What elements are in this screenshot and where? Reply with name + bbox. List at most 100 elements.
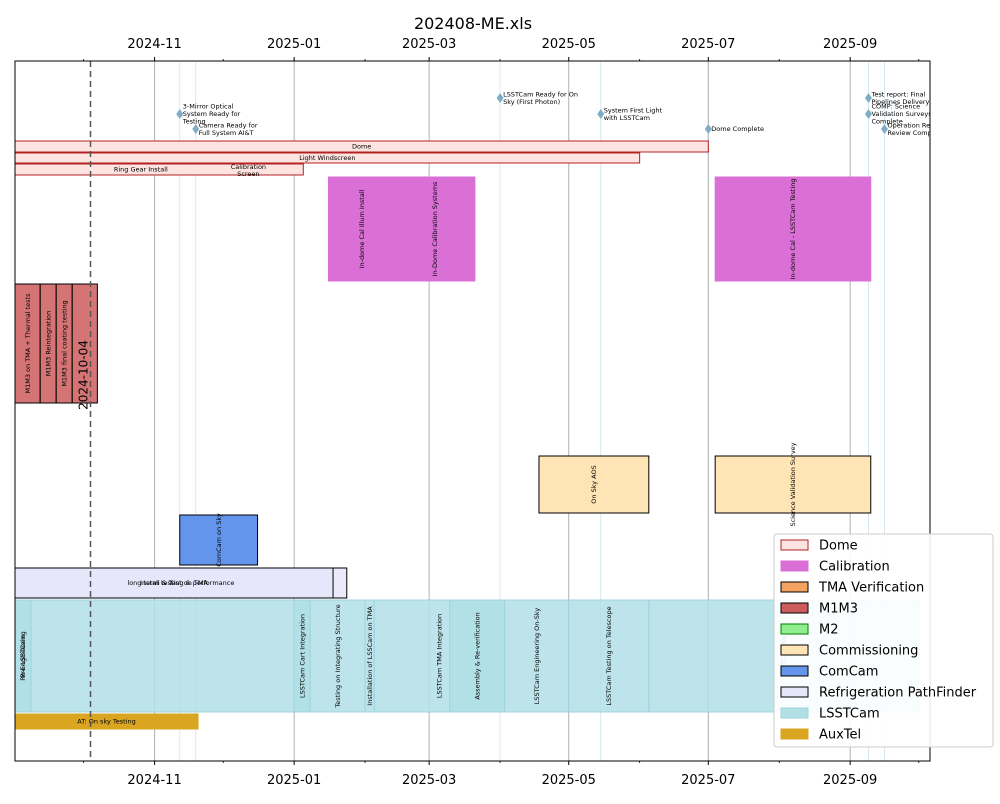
gantt-bar-label: M1M3 on TMA + Thermal tests (24, 293, 32, 394)
legend-swatch (780, 665, 809, 677)
legend-entry-label: M2 (819, 623, 839, 638)
milestone-marker (880, 124, 888, 134)
milestone-label: COMP: Science Validation Surveys Complete (871, 103, 932, 126)
legend-swatch (780, 623, 809, 635)
chart-title: 202408-ME.xls (414, 14, 532, 33)
gantt-bar-label: Science Validation Survey (789, 442, 797, 526)
milestone-label: System First Light with LSSTCam (604, 106, 663, 122)
x-tick-label-bottom: 2025-05 (542, 773, 596, 788)
milestone-label-line: 3-Mirror Optical (183, 103, 234, 111)
gantt-bar-label: Dome (352, 143, 371, 151)
milestone-marker (597, 109, 605, 119)
gantt-bar (309, 599, 366, 713)
legend-entry-label: Calibration (819, 560, 890, 575)
milestone-label: Dome Complete (711, 125, 764, 133)
milestone-label-line: System Ready for (183, 110, 241, 118)
milestone-label: Operation Readiness Review Complete (887, 121, 955, 137)
gantt-bar (449, 599, 506, 713)
milestone-label-line: Operation Readiness (887, 121, 955, 129)
milestone-label-line: Dome Complete (711, 125, 764, 133)
milestone-label: Camera Ready for Full System AI&T (199, 121, 258, 137)
legend: Dome Calibration TMA Verification M1M3 M2 Com… (773, 533, 994, 748)
gantt-bar-label: long term testing & performance (127, 579, 234, 587)
gantt-bar-label: Testing on Integrating Structure (334, 604, 342, 708)
gantt-bar (15, 283, 41, 404)
x-tick-label-top: 2025-01 (267, 37, 321, 52)
milestone-label-line: Testing (182, 118, 206, 126)
legend-swatch (780, 539, 809, 551)
legend-frame (773, 533, 994, 748)
gantt-bar-label: LSSTCam TMA Integration (436, 614, 444, 698)
x-tick-label-bottom: 2025-07 (681, 773, 735, 788)
plot-area: Dome Light Windscreen Ring Gear Install In-… (15, 61, 955, 761)
milestone-label-line: Test report: Final (870, 90, 925, 98)
legend-entry-label: LSSTCam (819, 707, 880, 722)
milestone-label: 3-Mirror Optical System Ready for Testing (182, 103, 241, 126)
gantt-bar-label: AT: On sky Testing (77, 718, 135, 726)
gantt-bar-label: In-dome Cal Illum Install (358, 189, 366, 268)
gantt-bar-label: M1M3 final coating testing (60, 300, 68, 386)
gantt-bar (179, 514, 259, 566)
milestone-marker (864, 93, 872, 103)
x-tick-label-bottom: 2024-11 (127, 773, 181, 788)
gantt-bar (714, 176, 872, 282)
legend-swatch (780, 707, 809, 719)
gantt-bar-label: Light Windscreen (299, 154, 355, 162)
legend-entry-label: Refrigeration PathFinder (819, 686, 977, 701)
legend-entry-label: Commissioning (819, 644, 918, 659)
gantt-bar (30, 599, 311, 713)
milestone-label-line: COMP: Science (871, 103, 920, 111)
milestone-label-line: Pipelines Delivery (871, 98, 929, 106)
gantt-bar-label: In-Dome Calibration Systems (431, 181, 439, 276)
milestone-marker (496, 93, 504, 103)
x-tick-label-bottom: 2025-03 (402, 773, 456, 788)
legend-swatch (780, 644, 809, 656)
legend-entry-label: AuxTel (819, 728, 861, 743)
x-tick-label-top: 2024-11 (127, 37, 181, 52)
legend-entry-label: Dome (819, 539, 858, 554)
gantt-bar (15, 567, 334, 599)
milestone-marker (704, 124, 712, 134)
legend-entry-label: M1M3 (819, 602, 858, 617)
legend-swatch (780, 560, 809, 572)
milestone-label-line: Validation Surveys (871, 110, 932, 118)
milestone-marker (864, 109, 872, 119)
gantt-bar-label: LSSTCam Cart Integration (298, 614, 306, 698)
milestone-label: LSSTCam Ready for On Sky (First Photon) (503, 90, 578, 106)
legend-swatch (780, 728, 809, 740)
gantt-bar-label: In-dome Cal - LSSTCam Testing (789, 179, 797, 280)
milestone-label-line: Full System AI&T (199, 129, 254, 137)
milestone-label-line: Sky (First Photon) (503, 98, 560, 106)
gantt-bar-label: Calibration (231, 163, 266, 171)
gantt-bar (15, 152, 641, 164)
legend-entry-label: ComCam (819, 665, 878, 680)
gantt-bar-label: Re-Engineering (19, 631, 27, 681)
gantt-bar-label: On Sky AOS (590, 465, 598, 503)
milestone-label-line: with LSSTCam (604, 114, 650, 122)
gantt-bar (504, 599, 570, 713)
gantt-bar (394, 176, 476, 282)
gantt-bar (71, 283, 98, 404)
gantt-bar-label: Pre-LSSTCam (19, 635, 27, 678)
gantt-bar-label: Assembly & Re-verification (473, 612, 481, 699)
milestone-label-line: Camera Ready for (199, 121, 258, 129)
gantt-bar (15, 140, 709, 153)
milestone-label-line: System First Light (604, 106, 663, 114)
milestone-marker (192, 124, 200, 134)
milestone-label: Test report: Final Pipelines Delivery (870, 90, 929, 106)
gantt-bar-label: LSSTCam Engineering On-Sky (533, 608, 541, 705)
x-tick-label-top: 2025-09 (823, 37, 877, 52)
milestone-marker (176, 109, 184, 119)
x-tick-label-top: 2025-07 (681, 37, 735, 52)
gantt-bar-label: Ring Gear Install (114, 166, 168, 174)
x-tick-label-bottom: 2025-09 (823, 773, 877, 788)
legend-swatch (780, 581, 809, 593)
legend-swatch (780, 686, 809, 698)
gantt-bar (538, 455, 650, 514)
legend-entry-label: TMA Verification (818, 581, 924, 596)
milestone-label-line: LSSTCam Ready for On (503, 90, 578, 98)
gantt-bar (568, 599, 650, 713)
x-tick-label-top: 2025-05 (542, 37, 596, 52)
